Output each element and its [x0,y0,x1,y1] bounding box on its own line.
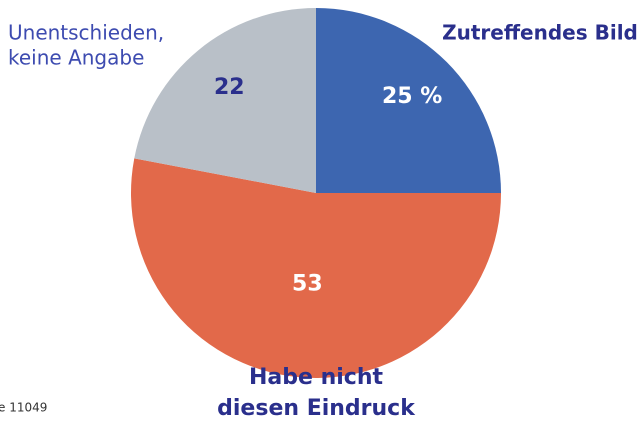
category-label: Unentschieden, [8,21,164,45]
value-label: 25 % [382,84,442,109]
category-label: Habe nicht [249,365,383,390]
source-note: e 11049 [0,401,47,415]
pie-slice [316,8,501,193]
category-label: diesen Eindruck [217,396,416,421]
value-label: 53 [292,272,323,297]
value-label: 22 [214,75,245,100]
category-label: Zutreffendes Bild [442,21,638,45]
pie-slice [134,8,316,193]
pie-slice [131,158,501,378]
category-label: keine Angabe [8,46,144,70]
